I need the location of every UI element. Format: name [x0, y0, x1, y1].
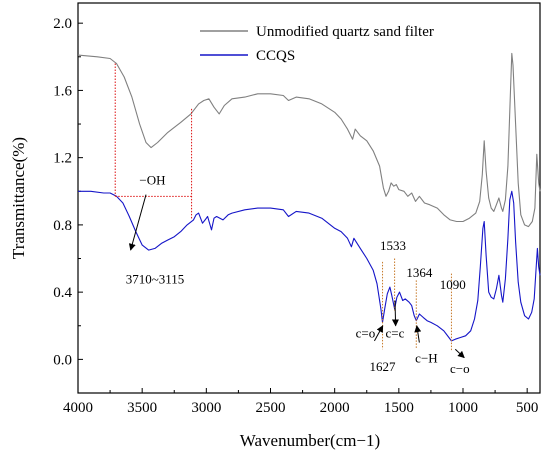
y-axis-title: Transmittance(%) — [9, 137, 28, 259]
x-tick-label: 2500 — [256, 400, 286, 416]
cc-double-arrow — [391, 300, 399, 327]
x-tick-label: 3500 — [127, 400, 157, 416]
x-tick-label: 1000 — [448, 400, 478, 416]
x-tick-label: 1500 — [384, 400, 414, 416]
annotation-oh: −OH — [139, 173, 165, 188]
y-tick-label: 1.2 — [53, 151, 72, 167]
legend-label: CCQS — [256, 48, 295, 64]
y-tick-label: 0.0 — [53, 352, 72, 368]
annotation-wn-1090: 1090 — [440, 277, 466, 292]
y-tick-label: 1.6 — [53, 83, 72, 99]
co-single-arrow — [454, 348, 465, 359]
annotation-co-double: c=o — [356, 326, 376, 341]
y-tick-label: 2.0 — [53, 16, 72, 32]
annotation-oh-range: 3710~3115 — [126, 272, 185, 287]
annotation-co-single: c−o — [450, 361, 470, 376]
plot-frame — [77, 2, 541, 394]
legend: Unmodified quartz sand filter CCQS — [200, 24, 434, 64]
ch-arrow — [414, 325, 422, 343]
series-line-ccqs — [78, 190, 541, 342]
co-double-arrow — [374, 325, 384, 342]
oh-arrow — [128, 194, 147, 251]
legend-label: Unmodified quartz sand filter — [256, 24, 434, 40]
annotation-wn-1627: 1627 — [370, 359, 397, 374]
series-layer — [77, 52, 541, 342]
x-tick-label: 2000 — [320, 400, 350, 416]
annotation-wn-1364: 1364 — [406, 265, 433, 280]
annotation-wn-1533: 1533 — [380, 238, 406, 253]
y-tick-label: 0.8 — [53, 218, 72, 234]
y-tick-label: 0.4 — [53, 285, 72, 301]
series-line-unmodified — [77, 52, 541, 228]
x-tick-label: 3000 — [191, 400, 221, 416]
axes-layer: 4000 3500 3000 2500 2000 1500 1000 500 0.0 0.4 0.8… — [53, 2, 541, 416]
x-tick-label: 4000 — [63, 400, 93, 416]
x-axis-title: Wavenumber(cm−1) — [240, 431, 380, 450]
x-tick-label: 500 — [516, 400, 539, 416]
annotation-cc-double: c=c — [386, 326, 405, 341]
annotation-ch: c−H — [415, 351, 438, 366]
